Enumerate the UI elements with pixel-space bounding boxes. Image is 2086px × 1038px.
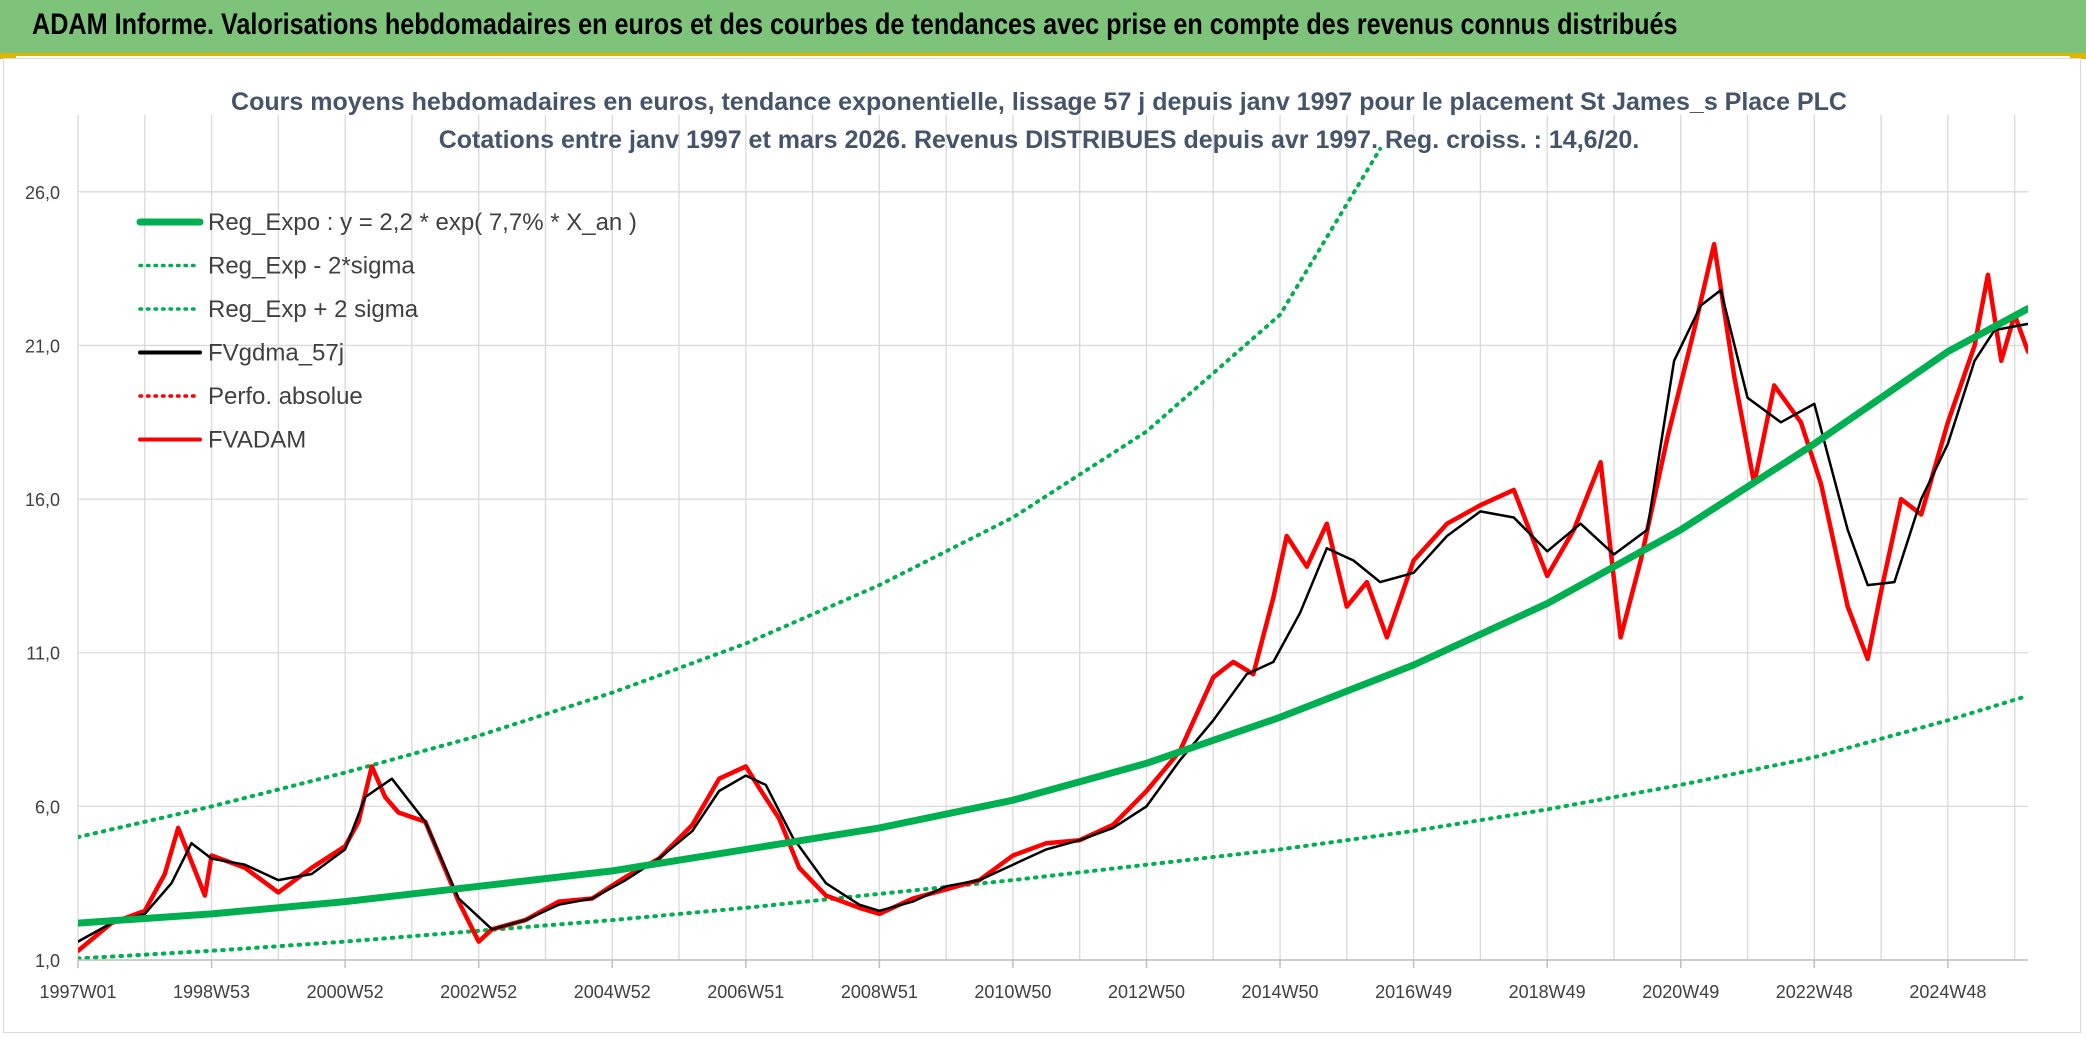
legend-label: Perfo. absolue bbox=[208, 383, 363, 410]
legend-label: FVgdma_57j bbox=[208, 340, 344, 367]
x-tick-label: 2008W51 bbox=[841, 982, 918, 1002]
series-line-reg-exp-2-sigma bbox=[78, 693, 2028, 960]
x-tick-label: 1998W53 bbox=[173, 982, 250, 1002]
x-tick-label: 2014W50 bbox=[1242, 982, 1319, 1002]
series-line-reg-expo-y-2-2-exp-7-7-x-an- bbox=[78, 305, 2028, 927]
y-tick-label: 6,0 bbox=[35, 797, 60, 817]
series-line-reg-exp-2-sigma bbox=[78, 146, 1383, 840]
x-tick-label: 2006W51 bbox=[707, 982, 784, 1002]
x-tick-label: 2012W50 bbox=[1108, 982, 1185, 1002]
chart-title-line1: Cours moyens hebdomadaires en euros, ten… bbox=[231, 88, 1847, 116]
legend-label: Reg_Expo : y = 2,2 * exp( 7,7% * X_an ) bbox=[208, 209, 637, 236]
x-tick-label: 2002W52 bbox=[440, 982, 517, 1002]
chart-legend: Reg_Expo : y = 2,2 * exp( 7,7% * X_an ) R… bbox=[136, 209, 637, 454]
legend-label: FVADAM bbox=[208, 427, 306, 454]
y-tick-label: 21,0 bbox=[25, 336, 60, 356]
x-tick-label: 2016W49 bbox=[1375, 982, 1452, 1002]
x-tick-label: 2010W50 bbox=[974, 982, 1051, 1002]
y-tick-label: 1,0 bbox=[35, 951, 60, 971]
x-tick-label: 2000W52 bbox=[307, 982, 384, 1002]
y-tick-label: 26,0 bbox=[25, 183, 60, 203]
y-tick-label: 16,0 bbox=[25, 490, 60, 510]
series-line-fvgdma-57j bbox=[78, 288, 2028, 943]
banner-corner-left bbox=[0, 53, 16, 59]
banner-corner-right bbox=[2070, 53, 2086, 59]
report-banner: ADAM Informe. Valorisations hebdomadaire… bbox=[0, 0, 2086, 56]
x-tick-label: 1997W01 bbox=[39, 982, 116, 1002]
series-layer bbox=[78, 146, 2028, 960]
legend-label: Reg_Exp - 2*sigma bbox=[208, 253, 415, 280]
x-tick-label: 2020W49 bbox=[1642, 982, 1719, 1002]
banner-title: ADAM Informe. Valorisations hebdomadaire… bbox=[32, 8, 1678, 41]
chart-title-line2: Cotations entre janv 1997 et mars 2026. … bbox=[439, 126, 1640, 154]
axis-layer: 1,0 6,0 11,0 16,0 21,0 26,0 1997W01 1998W53 2000… bbox=[25, 183, 2028, 1002]
y-tick-label: 11,0 bbox=[26, 644, 60, 664]
chart-frame bbox=[3, 58, 2081, 1033]
grid-layer bbox=[77, 115, 2028, 961]
series-line-fvadam bbox=[78, 241, 2028, 954]
legend-label: Reg_Exp + 2 sigma bbox=[208, 296, 419, 323]
x-tick-label: 2022W48 bbox=[1776, 982, 1853, 1002]
x-tick-label: 2018W49 bbox=[1509, 982, 1586, 1002]
x-tick-label: 2004W52 bbox=[574, 982, 651, 1002]
x-tick-label: 2024W48 bbox=[1909, 982, 1986, 1002]
